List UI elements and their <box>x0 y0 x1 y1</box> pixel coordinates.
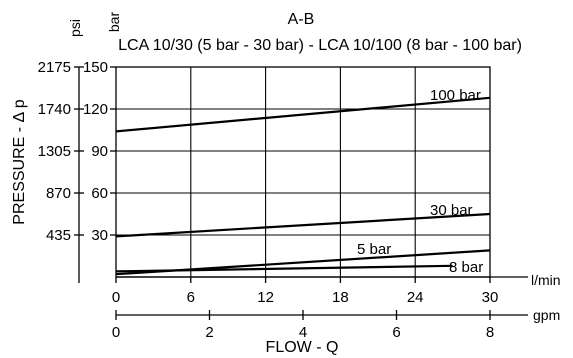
series-line <box>115 96 491 133</box>
y-tick-label: 150 <box>83 59 108 76</box>
x-tick-label: 0 <box>112 289 120 306</box>
y-tick-label: 30 <box>91 227 108 244</box>
x-tick-label: 30 <box>482 289 499 306</box>
y2-unit-label: psi <box>67 19 83 37</box>
x2-tick-label: 4 <box>299 324 307 341</box>
y-tick-label: 60 <box>91 185 108 202</box>
y-axis-title: PRESSURE - Δ p <box>11 99 28 224</box>
y-tick-label: 90 <box>91 143 108 160</box>
x-tick-label: 24 <box>407 289 424 306</box>
series <box>115 96 491 276</box>
y2-tick-label: 870 <box>46 185 71 202</box>
series-line <box>115 264 453 273</box>
series-labels: 100 bar 30 bar 5 bar 8 bar <box>357 87 483 276</box>
y2-tick-label: 1740 <box>38 101 71 118</box>
x2-unit-label: gpm <box>533 307 560 323</box>
x-tick-label: 12 <box>257 289 274 306</box>
x-axis-title: FLOW - Q <box>266 339 339 356</box>
chart-title: A-B <box>288 11 315 28</box>
x2-tick-label: 0 <box>112 324 120 341</box>
x2-tick-label: 8 <box>486 324 494 341</box>
chart-subtitle: LCA 10/30 (5 bar - 30 bar) - LCA 10/100 … <box>118 37 522 54</box>
ticks <box>74 66 491 320</box>
grid <box>116 67 490 277</box>
x-tick-label: 18 <box>332 289 349 306</box>
y2-tick-label: 435 <box>46 227 71 244</box>
y-tick-label: 120 <box>83 101 108 118</box>
tick-labels: 0 6 12 18 24 300 2 4 6 83060901201504358701305174… <box>38 59 499 341</box>
x2-tick-label: 6 <box>392 324 400 341</box>
x-tick-label: 6 <box>187 289 195 306</box>
y-unit-label: bar <box>106 12 122 33</box>
series-label: 100 bar <box>430 87 481 104</box>
x-unit-label: l/min <box>531 272 561 288</box>
series-label: 8 bar <box>449 259 483 276</box>
y2-tick-label: 2175 <box>38 59 71 76</box>
series-line <box>115 212 491 238</box>
series-label: 30 bar <box>430 202 473 219</box>
y2-tick-label: 1305 <box>38 143 71 160</box>
series-label: 5 bar <box>357 241 391 258</box>
x2-tick-label: 2 <box>205 324 213 341</box>
